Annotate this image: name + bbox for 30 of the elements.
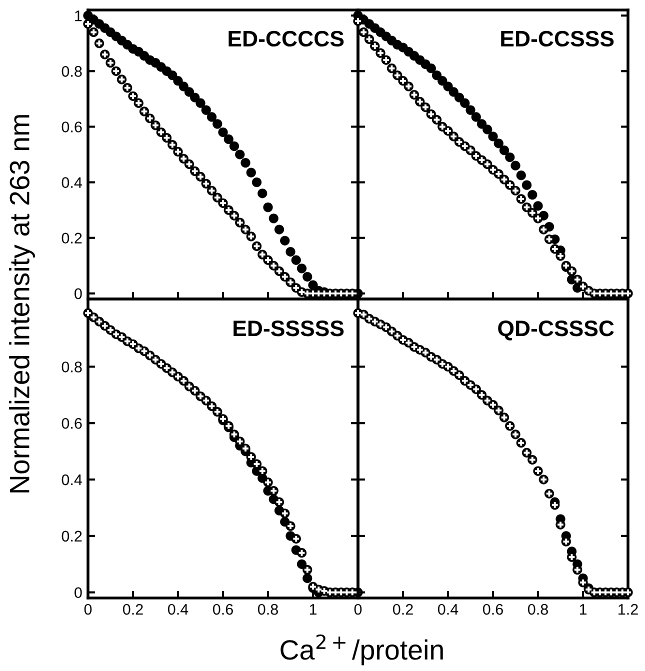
x-tick-label: 1.2	[618, 604, 638, 615]
y-tick-label: 0	[74, 288, 82, 300]
y-tick-label: 0.2	[62, 530, 82, 542]
text: ED-CCCCS	[228, 30, 344, 47]
y-tick-label: 0.6	[62, 418, 82, 429]
y-tick-label: 0.8	[62, 66, 82, 77]
x-tick-label: 0.6	[482, 604, 503, 615]
x-tick-label: 0	[84, 604, 92, 615]
y-tick-label: 0.6	[62, 122, 82, 132]
y-tick-label: 0.4	[62, 177, 82, 188]
text: QD-CSSSC	[498, 320, 614, 340]
x-tick-label: 0.8	[258, 604, 278, 615]
x-tick-label: 0.8	[528, 604, 548, 615]
y-tick-label: 0.4	[62, 474, 82, 486]
y-tick-label: 0	[74, 587, 82, 598]
x-tick-label: 0.2	[122, 604, 143, 615]
x-tick-label: 0.4	[438, 604, 458, 615]
y-tick-label: 0.2	[62, 232, 82, 244]
x-tick-label: 1	[310, 604, 317, 615]
x-tick-label: 0.4	[168, 604, 188, 615]
x-axis-title: Ca$^{2+}$/protein	[280, 634, 443, 666]
y-tick-label: 0.8	[62, 362, 82, 372]
x-tick-label: 0.6	[212, 604, 233, 615]
y-tick-label: 1	[75, 10, 82, 22]
x-tick-label: 0.2	[392, 604, 413, 615]
x-tick-label: 1	[580, 604, 587, 615]
y-axis-title: Normalized intensity at 263 nm	[9, 115, 35, 492]
text: ED-CCSSS	[501, 30, 614, 47]
x-tick-label: 0	[354, 604, 362, 615]
text: ED-SSSSS	[234, 320, 344, 336]
